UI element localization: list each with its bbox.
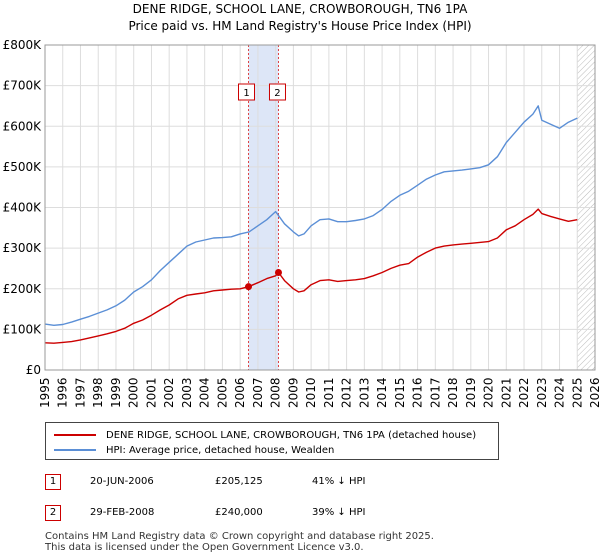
x-tick-label: 2017 xyxy=(428,377,442,408)
x-tick-label: 2022 xyxy=(517,377,531,408)
x-tick-label: 2004 xyxy=(198,377,212,408)
chart-subtitle: Price paid vs. HM Land Registry's House … xyxy=(128,19,472,33)
x-tick-label: 2021 xyxy=(499,377,513,408)
x-tick-label: 2010 xyxy=(304,377,318,408)
annotation-label: 2 xyxy=(274,88,280,99)
y-tick-label: £0 xyxy=(26,363,41,377)
footer-attribution: Contains HM Land Registry data © Crown c… xyxy=(45,531,434,553)
x-tick-label: 2015 xyxy=(393,377,407,408)
x-tick-label: 2020 xyxy=(482,377,496,408)
chart-title: DENE RIDGE, SCHOOL LANE, CROWBOROUGH, TN… xyxy=(132,2,468,16)
x-tick-label: 2014 xyxy=(375,377,389,408)
x-tick-label: 2009 xyxy=(286,377,300,408)
legend-item-property: DENE RIDGE, SCHOOL LANE, CROWBOROUGH, TN… xyxy=(54,428,476,442)
transaction-row: 1 20-JUN-2006 £205,125 41% ↓ HPI xyxy=(45,474,585,494)
x-tick-label: 2002 xyxy=(162,377,176,408)
footer-line-2: This data is licensed under the Open Gov… xyxy=(45,542,364,553)
x-tick-label: 2006 xyxy=(233,377,247,408)
x-tick-label: 2003 xyxy=(180,377,194,408)
y-tick-label: £600K xyxy=(3,119,43,133)
y-tick-label: £800K xyxy=(3,38,43,52)
transaction-price: £205,125 xyxy=(215,476,263,487)
x-tick-label: 1996 xyxy=(56,377,70,408)
x-tick-label: 2024 xyxy=(553,377,567,408)
legend-red-line-icon xyxy=(54,434,96,436)
x-tick-label: 2016 xyxy=(411,377,425,408)
x-tick-label: 2001 xyxy=(144,377,158,408)
x-tick-label: 2005 xyxy=(215,377,229,408)
x-tick-label: 2011 xyxy=(322,377,336,408)
transaction-hpi-delta: 39% ↓ HPI xyxy=(312,507,366,518)
y-tick-label: £700K xyxy=(3,79,43,93)
sale-point xyxy=(245,283,252,291)
annotation-label: 1 xyxy=(243,88,249,99)
series-line-property xyxy=(44,208,578,344)
y-tick-label: £400K xyxy=(3,201,43,215)
x-tick-label: 1999 xyxy=(109,377,123,408)
transaction-marker-2: 2 xyxy=(45,505,61,521)
plot-frame xyxy=(44,44,596,371)
price-chart: 1 2 £0 £100K £200K £300K £400K £500K £600K £700K… xyxy=(3,38,600,408)
legend-label-hpi: HPI: Average price, detached house, Weal… xyxy=(106,444,335,456)
x-tick-label: 2023 xyxy=(535,377,549,408)
y-tick-label: £500K xyxy=(3,160,43,174)
x-tick-label: 2025 xyxy=(570,377,584,408)
x-tick-label: 2019 xyxy=(464,377,478,408)
x-tick-label: 2026 xyxy=(588,377,600,408)
x-tick-label: 1997 xyxy=(73,377,87,408)
x-tick-label: 2013 xyxy=(357,377,371,408)
transaction-row: 2 29-FEB-2008 £240,000 39% ↓ HPI xyxy=(45,505,585,525)
transaction-hpi-delta: 41% ↓ HPI xyxy=(312,476,366,487)
footer-line-1: Contains HM Land Registry data © Crown c… xyxy=(45,531,434,542)
legend-label-property: DENE RIDGE, SCHOOL LANE, CROWBOROUGH, TN… xyxy=(106,429,477,441)
transaction-date: 20-JUN-2006 xyxy=(90,476,154,487)
sale-point xyxy=(274,269,282,276)
annotation-box xyxy=(238,83,255,101)
x-tick-label: 2012 xyxy=(340,377,354,408)
y-tick-label: £100K xyxy=(3,322,43,336)
transaction-date: 29-FEB-2008 xyxy=(90,507,155,518)
x-tick-label: 2007 xyxy=(251,377,265,408)
legend-item-hpi: HPI: Average price, detached house, Weal… xyxy=(54,443,334,457)
y-tick-label: £200K xyxy=(3,282,43,296)
annotation-box xyxy=(268,83,286,101)
chart-legend: DENE RIDGE, SCHOOL LANE, CROWBOROUGH, TN… xyxy=(45,422,499,460)
transaction-marker-1: 1 xyxy=(45,474,61,490)
series-line-hpi xyxy=(44,105,578,326)
x-tick-label: 1998 xyxy=(91,377,105,408)
x-tick-label: 2018 xyxy=(446,377,460,408)
x-tick-label: 1995 xyxy=(38,377,52,408)
x-tick-label: 2000 xyxy=(127,377,141,408)
y-tick-label: £300K xyxy=(3,241,43,255)
legend-blue-line-icon xyxy=(54,449,96,451)
transaction-price: £240,000 xyxy=(215,507,263,518)
x-tick-label: 2008 xyxy=(269,377,283,408)
